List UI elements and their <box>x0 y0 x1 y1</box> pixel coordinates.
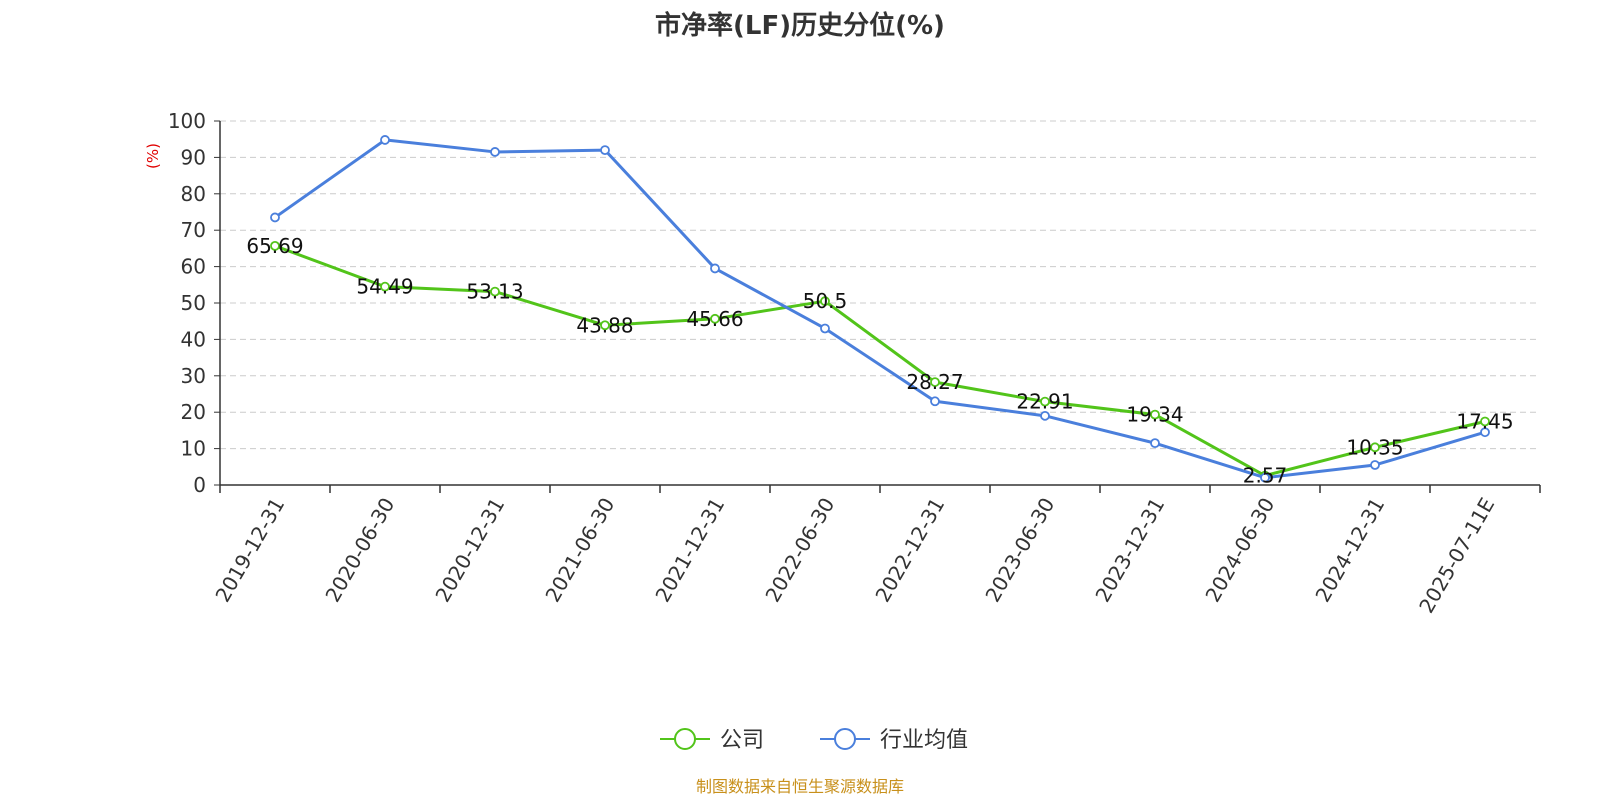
data-label: 28.27 <box>906 370 963 394</box>
data-point <box>600 320 610 331</box>
data-point <box>1480 427 1490 438</box>
data-label: 45.66 <box>686 307 743 331</box>
legend-item-2[interactable]: 行业均值 <box>820 728 968 753</box>
x-tick-label: 2022-06-30 <box>760 494 839 607</box>
legend[interactable]: 公司 行业均值 <box>660 728 968 753</box>
y-tick-label: 60 <box>181 255 206 279</box>
data-labels: 65.69 54.49 53.13 43.88 45.66 50.5 28.27 22.91 1… <box>246 234 1513 488</box>
data-point <box>820 323 830 334</box>
x-tick-label: 2025-07-11E <box>1414 494 1499 618</box>
x-tick-label: 2019-12-31 <box>210 494 289 607</box>
data-point <box>1370 460 1380 470</box>
data-label: 22.91 <box>1016 390 1073 414</box>
y-tick-label: 100 <box>168 109 206 133</box>
y-tick-label: 0 <box>193 473 206 497</box>
data-point <box>490 147 500 157</box>
chart-title: 市净率(LF)历史分位(%) <box>655 10 945 41</box>
data-point <box>1480 416 1490 427</box>
data-point <box>270 240 280 251</box>
axes <box>214 120 1541 493</box>
series-line-1 <box>274 244 1486 478</box>
y-tick-label: 80 <box>181 182 206 206</box>
data-label: 43.88 <box>576 313 633 337</box>
data-point <box>930 396 940 407</box>
grid-lines <box>220 120 1540 450</box>
data-label: 54.49 <box>356 275 413 299</box>
y-tick-label: 10 <box>181 437 206 461</box>
data-point <box>1370 442 1380 453</box>
legend-item-1[interactable]: 公司 <box>660 728 764 753</box>
data-point <box>710 263 720 274</box>
legend-label: 公司 <box>720 728 764 753</box>
data-point <box>930 377 940 387</box>
y-tick-label: 40 <box>181 327 206 351</box>
y-tick-label: 30 <box>181 364 206 388</box>
x-tick-label: 2023-06-30 <box>980 494 1059 607</box>
data-label: 65.69 <box>246 234 303 258</box>
data-point <box>820 296 830 307</box>
source-note: 制图数据来自恒生聚源数据库 <box>696 777 904 796</box>
legend-marker <box>834 728 856 750</box>
x-tick-label: 2021-06-30 <box>540 494 619 607</box>
series-layer <box>270 135 1490 483</box>
y-tick-label: 90 <box>181 145 206 169</box>
x-tick-label: 2024-12-31 <box>1310 494 1389 607</box>
data-label: 53.13 <box>466 280 523 304</box>
legend-label: 行业均值 <box>880 728 968 753</box>
data-label: 2.57 <box>1243 464 1288 488</box>
data-point <box>270 212 280 223</box>
y-tick-labels: 0 10 20 30 40 50 60 70 80 90 100 <box>168 109 206 497</box>
data-label: 10.35 <box>1346 435 1403 459</box>
data-point <box>1040 396 1050 407</box>
data-point <box>380 135 390 145</box>
y-tick-label: 50 <box>181 291 206 315</box>
data-point <box>1150 409 1160 420</box>
x-tick-label: 2022-12-31 <box>870 494 949 607</box>
data-point <box>1150 438 1160 449</box>
x-tick-label: 2020-06-30 <box>320 494 399 607</box>
data-point <box>380 281 390 292</box>
data-point <box>600 145 610 156</box>
data-point <box>710 313 720 324</box>
y-axis-unit: (%) <box>144 143 162 169</box>
data-point <box>1040 410 1050 421</box>
data-label: 50.5 <box>803 289 848 313</box>
data-label: 19.34 <box>1126 403 1183 427</box>
x-tick-labels: 2019-12-31 2020-06-30 2020-12-31 2021-06-30… <box>210 494 1499 618</box>
y-tick-label: 20 <box>181 400 206 424</box>
data-point <box>1260 472 1270 483</box>
y-tick-label: 70 <box>181 218 206 242</box>
x-tick-label: 2021-12-31 <box>650 494 729 607</box>
legend-marker <box>674 728 696 750</box>
data-point <box>490 286 500 297</box>
x-tick-label: 2020-12-31 <box>430 494 509 607</box>
x-tick-label: 2024-06-30 <box>1200 494 1279 607</box>
series-line-2 <box>274 138 1486 480</box>
x-tick-label: 2023-12-31 <box>1090 494 1169 607</box>
data-label: 17.45 <box>1456 409 1513 433</box>
